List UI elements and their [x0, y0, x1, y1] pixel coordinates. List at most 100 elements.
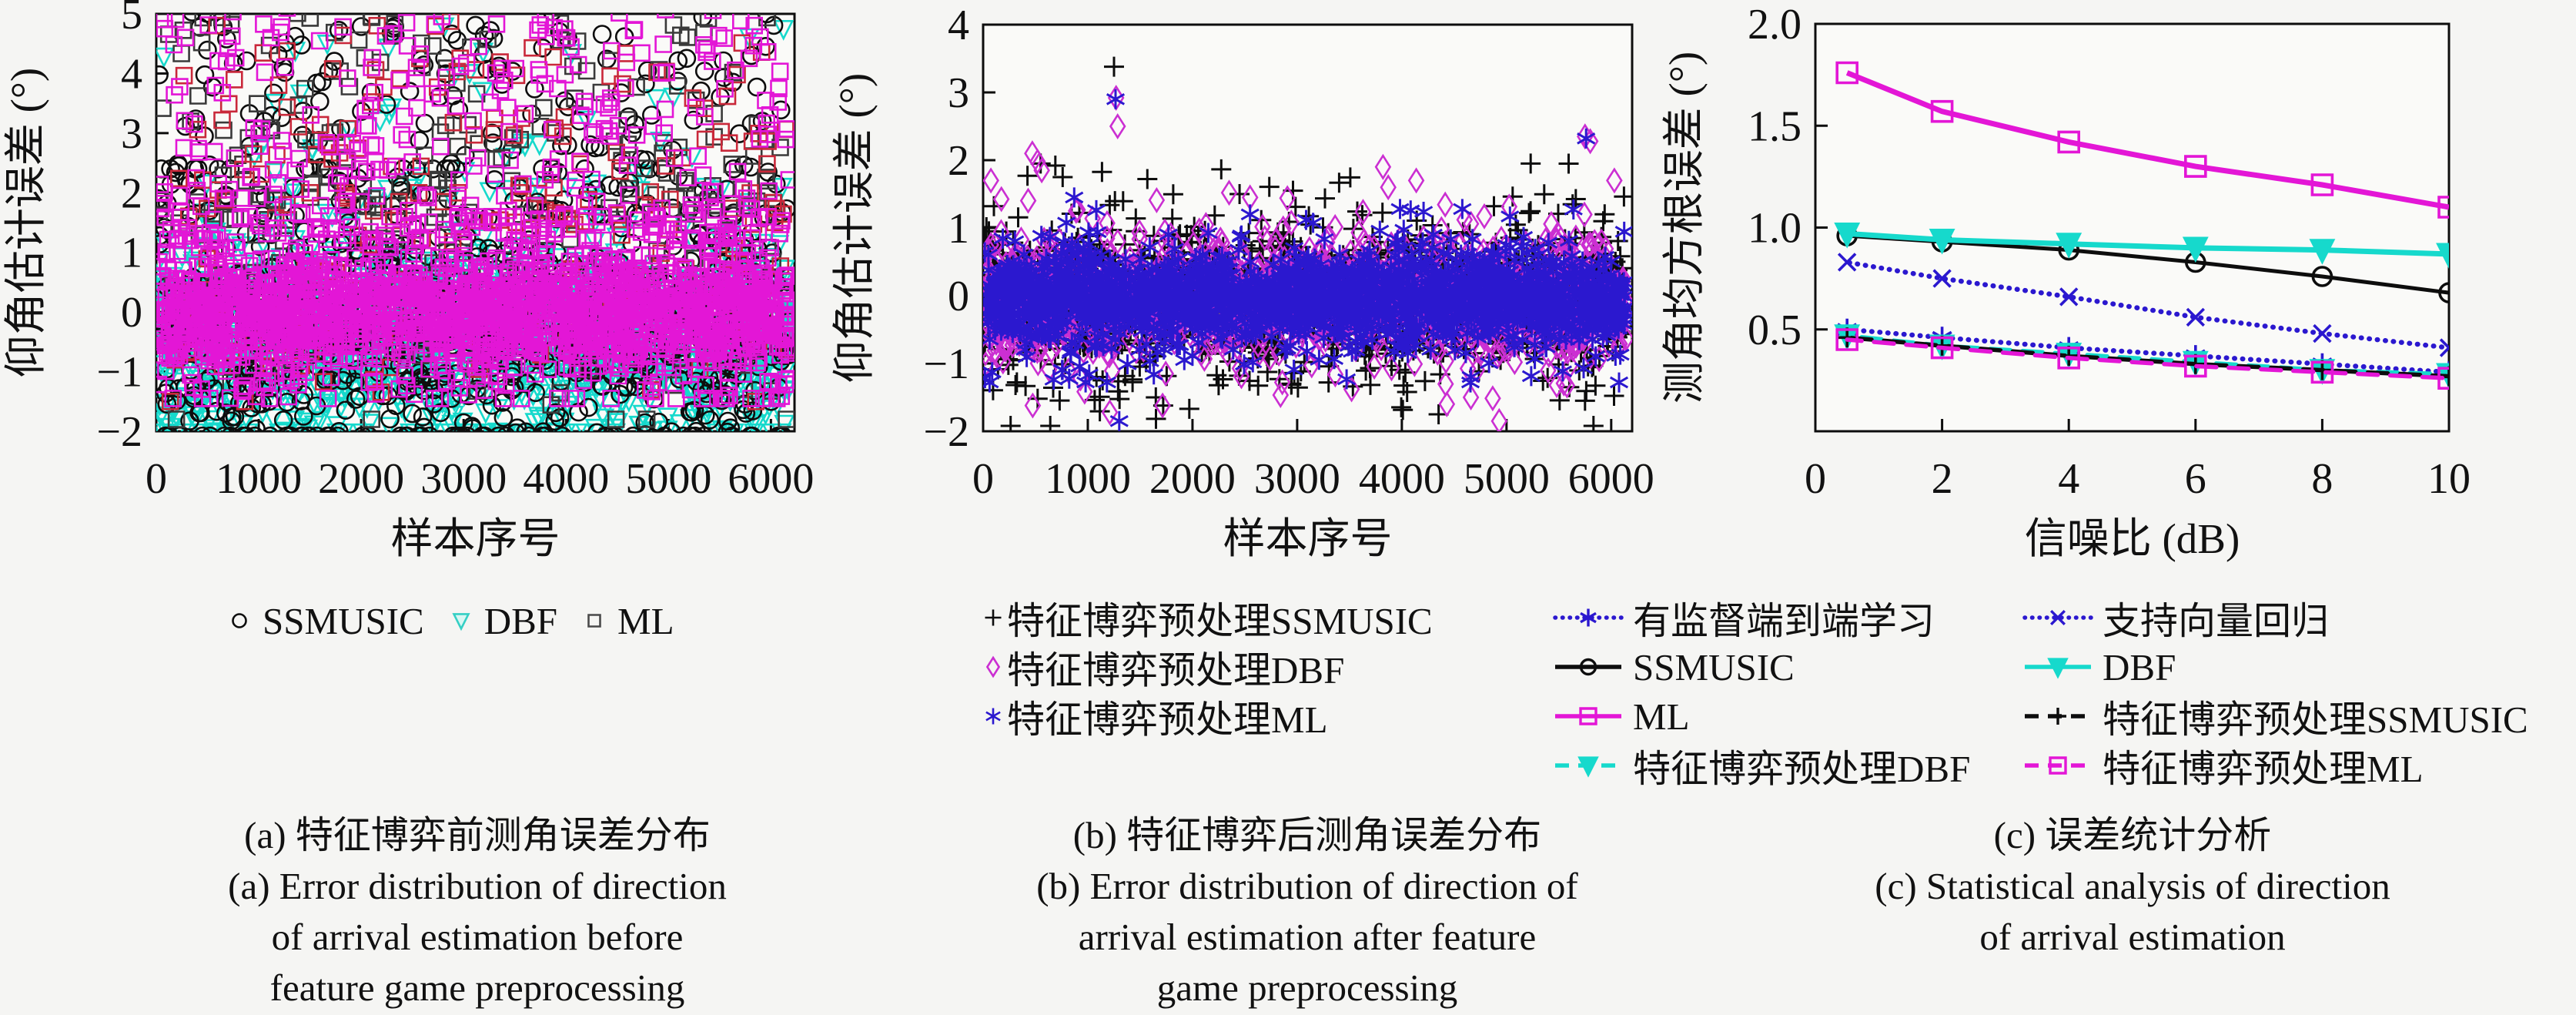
legend-label: 特征博弈预处理DBF: [1633, 747, 1971, 790]
line-solid: [1846, 230, 2449, 257]
caption-line: (a) 特征博弈前测角误差分布: [244, 814, 711, 856]
marker-glyph: [2049, 708, 2066, 725]
scatter-series-square: [156, 14, 795, 407]
y-tick-label: −1: [96, 349, 142, 397]
legend-item: ML: [1553, 692, 1970, 741]
x-tick-label: 4000: [523, 455, 609, 503]
y-tick-label: 2.0: [1748, 1, 1802, 49]
legend-label: DBF: [2103, 645, 2176, 688]
x-tick-label: 6: [2185, 455, 2206, 503]
diamond-marker-icon: [985, 655, 1001, 678]
y-tick-label: −2: [923, 408, 969, 456]
y-axis-title-b: 仰角估计误差 (°): [831, 73, 878, 383]
x-tick-label: 5000: [625, 455, 711, 503]
x-axis-title-b: 样本序号: [1223, 515, 1392, 562]
circle-marker-icon: [232, 613, 247, 628]
scatter-points-a: [156, 14, 795, 431]
caption-panel-b: (b) 特征博弈后测角误差分布 (b) Error distribution of…: [868, 810, 1746, 1013]
caption-line: of arrival estimation: [1979, 916, 2286, 958]
marker-glyph: [2047, 658, 2069, 679]
x-tick-label: 3000: [420, 455, 507, 503]
x-tick-label: 0: [146, 455, 167, 503]
marker-triangle-filled: [1834, 223, 2449, 269]
legend-panel-a: SSMUSIC DBF ML: [226, 599, 674, 643]
legend-label: SSMUSIC: [263, 599, 424, 642]
y-tick-label: 0: [948, 273, 969, 320]
legend-label: ML: [617, 599, 674, 642]
legend-item: 特征博弈预处理DBF: [979, 642, 1433, 692]
marker-glyph: [1577, 756, 1599, 778]
legend-panel-c-col1: 有监督端到端学习 SSMUSIC ML 特征博弈预处理DBF: [1553, 593, 1970, 790]
legend-item: DBF: [447, 599, 557, 643]
y-tick-label: 0: [121, 289, 142, 337]
legend-item: DBF: [2022, 642, 2528, 692]
marker-xcross: [1837, 253, 2449, 357]
marker-glyph: [232, 613, 247, 628]
caption-line: (b) Error distribution of direction of: [1036, 865, 1578, 907]
marker-glyph: [2049, 609, 2066, 626]
x-tick-label: 8: [2311, 455, 2333, 503]
caption-line: game preprocessing: [1156, 966, 1458, 1009]
legend-item: 特征博弈预处理ML: [2022, 741, 2528, 790]
y-tick-label: 2: [121, 169, 142, 217]
marker-glyph: [587, 614, 601, 628]
x-tick-label: 4: [2058, 455, 2079, 503]
caption-line: (c) Statistical analysis of direction: [1875, 865, 2390, 907]
legend-label: 支持向量回归: [2103, 599, 2330, 642]
solid-line-square-icon: [1555, 707, 1621, 725]
legend-label: 有监督端到端学习: [1633, 599, 1935, 642]
panel-b: 0 1000 2000 3000 4000 5000 6000 −2 −1 0 1 2 3 4 样本序号 仰角…: [831, 2, 1654, 562]
y-tick-label: −2: [96, 408, 142, 456]
y-tick-label: 3: [121, 110, 142, 158]
caption-line: arrival estimation after feature: [1078, 916, 1537, 958]
x-tick-label: 1000: [1045, 455, 1131, 503]
x-tick-label: 1000: [216, 455, 302, 503]
y-tick-label: −1: [923, 340, 969, 388]
caption-line: of arrival estimation before: [271, 916, 684, 958]
y-axis-title-c: 测角均方根误差 (°): [1661, 52, 1708, 404]
line-dotted: [1844, 327, 2449, 375]
caption-line: (a) Error distribution of direction: [228, 865, 727, 907]
caption-line: (c) 误差统计分析: [1993, 814, 2272, 856]
y-tick-label: 1.0: [1748, 205, 1802, 253]
scatter-points-b: [983, 56, 1632, 431]
caption-line: feature game preprocessing: [269, 966, 685, 1009]
marker-glyph: [1580, 608, 1597, 627]
caption-panel-a: (a) 特征博弈前测角误差分布 (a) Error distribution of…: [38, 810, 916, 1013]
panel-c: 0 2 4 6 8 10 0.5 1.0 1.5 2.0 信噪比 (dB) 测角均方根误差 (°): [1661, 1, 2471, 562]
marker-glyph: [452, 613, 470, 631]
marker-glyph: [985, 708, 1001, 725]
plus-marker-icon: [985, 609, 1002, 626]
y-tick-label: 1: [948, 205, 969, 253]
legend-label: 特征博弈预处理DBF: [1007, 648, 1345, 692]
legend-label: 特征博弈预处理SSMUSIC: [1007, 599, 1433, 642]
x-tick-label: 5000: [1464, 455, 1550, 503]
line-dashed: [1845, 337, 2449, 380]
x-axis-title-c: 信噪比 (dB): [2025, 515, 2240, 562]
x-tick-label: 4000: [1359, 455, 1445, 503]
legend-label: 特征博弈预处理ML: [1007, 698, 1328, 741]
marker-glyph: [1579, 658, 1597, 676]
x-tick-label: 6000: [1568, 455, 1654, 503]
y-tick-label: 4: [121, 50, 142, 98]
asterisk-marker-icon: [985, 708, 1001, 725]
caption-panel-c: (c) 误差统计分析 (c) Statistical analysis of di…: [1694, 810, 2571, 963]
dashed-line-triangle-filled-icon: [1555, 756, 1621, 778]
triangle-filled-marker-icon: [452, 613, 470, 631]
legend-item: 特征博弈预处理SSMUSIC: [979, 593, 1433, 642]
y-tick-label: 1: [121, 229, 142, 277]
legend-label: DBF: [483, 599, 558, 642]
marker-glyph: [985, 609, 1002, 626]
solid-line-circle-icon: [1555, 658, 1621, 676]
x-tick-label: 10: [2427, 455, 2471, 503]
y-tick-label: 4: [948, 2, 969, 49]
legend-label: SSMUSIC: [1633, 645, 1795, 688]
dashed-line-plus-icon: [2025, 708, 2091, 725]
legend-item: 特征博弈预处理DBF: [1553, 741, 1970, 790]
x-tick-label: 0: [972, 455, 994, 503]
y-tick-label: 1.5: [1748, 102, 1802, 150]
y-tick-label: 5: [121, 0, 142, 39]
legend-item: 特征博弈预处理SSMUSIC: [2022, 692, 2528, 741]
square-marker-icon: [587, 614, 601, 628]
